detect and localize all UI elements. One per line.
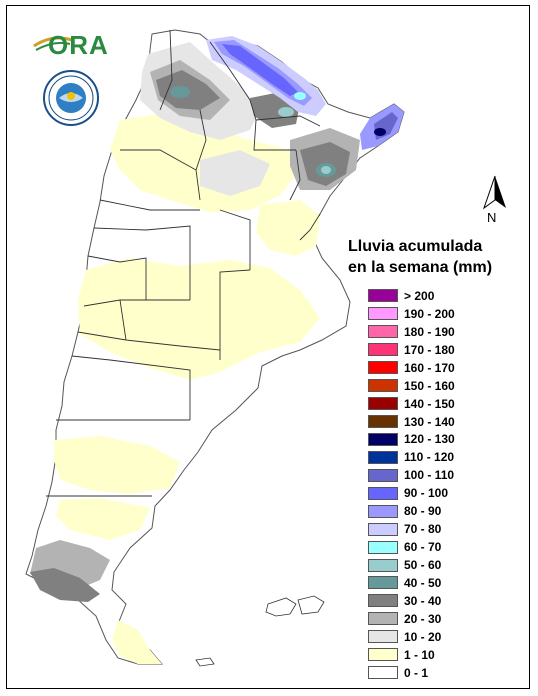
legend-swatch [368,594,398,608]
legend-swatch [368,666,398,680]
province-boundaries [46,29,321,497]
legend-item: 130 - 140 [368,413,455,431]
legend-item: 70 - 80 [368,520,455,538]
legend-item: 10 - 20 [368,628,455,646]
legend-swatch [368,397,398,411]
legend-item: > 200 [368,287,455,305]
legend-label: > 200 [404,288,435,303]
legend-swatch [368,630,398,644]
legend-swatch [368,486,398,500]
legend-label: 100 - 110 [404,468,455,483]
legend-label: 20 - 30 [404,611,442,626]
legend-label: 50 - 60 [404,558,442,573]
ora-logo-text: ORA [48,30,109,60]
legend-swatch [368,540,398,554]
legend-swatch [368,343,398,357]
legend-label: 110 - 120 [404,450,455,465]
legend-title: Lluvia acumulada en la semana (mm) [348,236,518,278]
legend-label: 0 - 1 [404,665,429,680]
legend-swatch [368,415,398,429]
legend-label: 80 - 90 [404,504,442,519]
malvinas-islands [265,595,325,617]
legend-label: 160 - 170 [404,360,455,375]
smn-emblem-icon [43,70,99,126]
north-arrow-icon [483,175,506,210]
legend: > 200 190 - 200 180 - 190 170 - 180 160 - 17… [368,287,455,682]
isla-de-los-estados [195,657,215,667]
legend-label: 150 - 160 [404,378,455,393]
legend-label: 1 - 10 [404,647,435,662]
legend-item: 150 - 160 [368,377,455,395]
legend-label: 170 - 180 [404,342,455,357]
legend-item: 120 - 130 [368,431,455,449]
legend-label: 70 - 80 [404,522,442,537]
legend-label: 140 - 150 [404,396,455,411]
north-label: N [487,210,497,225]
legend-swatch [368,307,398,321]
legend-item: 100 - 110 [368,466,455,484]
legend-label: 40 - 50 [404,575,442,590]
legend-swatch [368,450,398,464]
legend-swatch [368,361,398,375]
legend-item: 0 - 1 [368,664,455,682]
ora-logo-icon [33,36,73,51]
legend-item: 20 - 30 [368,610,455,628]
legend-item: 140 - 150 [368,395,455,413]
legend-item: 1 - 10 [368,646,455,664]
legend-label: 130 - 140 [404,414,455,429]
legend-swatch [368,504,398,518]
legend-item: 30 - 40 [368,592,455,610]
legend-item: 160 - 170 [368,359,455,377]
rain-zone-70-110 [206,36,404,150]
legend-swatch [368,468,398,482]
legend-item: 110 - 120 [368,448,455,466]
legend-title-line1: Lluvia acumulada [348,238,483,255]
legend-swatch [368,379,398,393]
legend-swatch [368,522,398,536]
legend-item: 60 - 70 [368,538,455,556]
legend-swatch [368,612,398,626]
legend-swatch [368,648,398,662]
legend-label: 90 - 100 [404,486,449,501]
legend-item: 90 - 100 [368,484,455,502]
legend-item: 40 - 50 [368,574,455,592]
legend-item: 170 - 180 [368,341,455,359]
legend-swatch [368,289,398,303]
legend-item: 180 - 190 [368,323,455,341]
legend-item: 80 - 90 [368,502,455,520]
legend-item: 190 - 200 [368,305,455,323]
legend-label: 120 - 130 [404,432,455,447]
legend-label: 10 - 20 [404,629,442,644]
legend-label: 30 - 40 [404,593,442,608]
legend-label: 190 - 200 [404,306,455,321]
legend-swatch [368,432,398,446]
rain-zone-40-60 [170,86,336,177]
legend-label: 60 - 70 [404,540,442,555]
legend-swatch [368,576,398,590]
legend-swatch [368,325,398,339]
legend-swatch [368,558,398,572]
legend-label: 180 - 190 [404,324,455,339]
rain-zone-1-10 [54,112,320,664]
legend-item: 50 - 60 [368,556,455,574]
legend-title-line2: en la semana (mm) [348,259,493,276]
